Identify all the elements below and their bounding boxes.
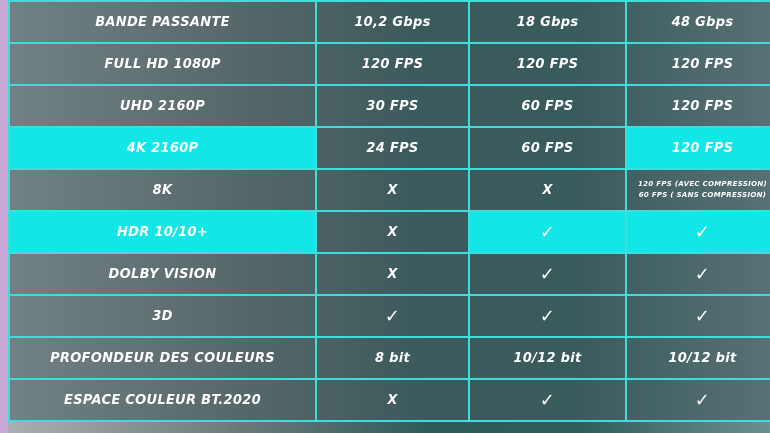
cell-value: 8 bit — [315, 336, 470, 380]
cell-value: 120 FPS — [468, 42, 627, 86]
table-row: 3D ✓ ✓ ✓ — [8, 294, 770, 338]
cell-value: 10/12 bit — [625, 336, 770, 380]
table-row: DOLBY VISION X ✓ ✓ — [8, 252, 770, 296]
table-row: ESPACE COULEUR BT.2020 X ✓ ✓ — [8, 378, 770, 422]
table-row: FULL HD 1080P 120 FPS 120 FPS 120 FPS — [8, 42, 770, 86]
cell-value: X — [468, 168, 627, 212]
cell-value: 18 Gbps — [468, 0, 627, 44]
cell-value: 60 FPS — [468, 126, 627, 170]
cell-note: 120 FPS (AVEC COMPRESSION) — [638, 180, 767, 188]
row-label: 8K — [8, 168, 317, 212]
comparison-table: BANDE PASSANTE 10,2 Gbps 18 Gbps 48 Gbps FUL… — [8, 0, 770, 422]
row-label: BANDE PASSANTE — [8, 0, 317, 44]
row-label: 3D — [8, 294, 317, 338]
cell-value: 24 FPS — [315, 126, 470, 170]
table-row: PROFONDEUR DES COULEURS 8 bit 10/12 bit 10/… — [8, 336, 770, 380]
row-label: PROFONDEUR DES COULEURS — [8, 336, 317, 380]
check-icon: ✓ — [315, 294, 470, 338]
table-row: 4K 2160P 24 FPS 60 FPS 120 FPS — [8, 126, 770, 170]
row-label: FULL HD 1080P — [8, 42, 317, 86]
table-row: UHD 2160P 30 FPS 60 FPS 120 FPS — [8, 84, 770, 128]
row-label: 4K 2160P — [8, 126, 317, 170]
cell-value: X — [315, 168, 470, 212]
cell-value: 10,2 Gbps — [315, 0, 470, 44]
cell-value: 120 FPS — [625, 42, 770, 86]
check-icon: ✓ — [468, 294, 627, 338]
cell-value: 48 Gbps — [625, 0, 770, 44]
cell-value: X — [315, 378, 470, 422]
cell-value: 120 FPS — [315, 42, 470, 86]
cell-value: 120 FPS — [625, 84, 770, 128]
cell-value: X — [315, 252, 470, 296]
cell-value: 10/12 bit — [468, 336, 627, 380]
cell-value: X — [315, 210, 470, 254]
check-icon: ✓ — [468, 210, 627, 254]
cell-value: 120 FPS — [625, 126, 770, 170]
check-icon: ✓ — [625, 294, 770, 338]
video-edge — [0, 0, 8, 433]
cell-note: 60 FPS ( SANS COMPRESSION) — [638, 191, 767, 199]
cell-value: 30 FPS — [315, 84, 470, 128]
row-label: ESPACE COULEUR BT.2020 — [8, 378, 317, 422]
check-icon: ✓ — [625, 378, 770, 422]
check-icon: ✓ — [625, 210, 770, 254]
row-label: UHD 2160P — [8, 84, 317, 128]
table-row: HDR 10/10+ X ✓ ✓ — [8, 210, 770, 254]
row-label: HDR 10/10+ — [8, 210, 317, 254]
check-icon: ✓ — [625, 252, 770, 296]
check-icon: ✓ — [468, 252, 627, 296]
table-row: BANDE PASSANTE 10,2 Gbps 18 Gbps 48 Gbps — [8, 0, 770, 44]
row-label: DOLBY VISION — [8, 252, 317, 296]
cell-value: 60 FPS — [468, 84, 627, 128]
cell-value: 120 FPS (AVEC COMPRESSION) 60 FPS ( SANS … — [625, 168, 770, 212]
check-icon: ✓ — [468, 378, 627, 422]
table-row: 8K X X 120 FPS (AVEC COMPRESSION) 60 FPS ( S… — [8, 168, 770, 212]
